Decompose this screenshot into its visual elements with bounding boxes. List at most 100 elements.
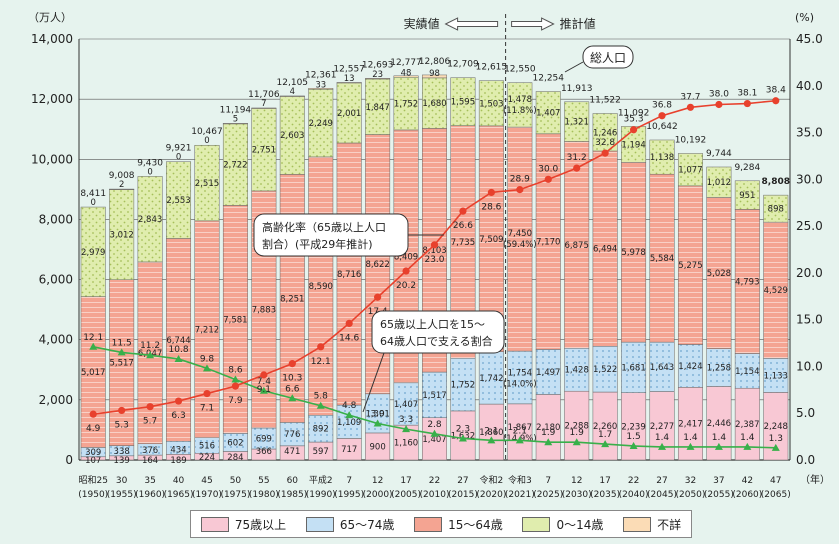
data-label-75plus: 164	[142, 456, 158, 466]
x-tick-label-year: (2060)	[732, 490, 762, 500]
bar-segment-0to14	[222, 123, 248, 206]
y-right-tick-label: 15.0	[796, 313, 823, 327]
data-label-0to14: 1,407	[536, 109, 560, 119]
support-ratio-marker	[89, 342, 98, 350]
data-label-75plus: 900	[370, 442, 386, 452]
support-ratio-marker	[146, 351, 155, 359]
legend-label-65to74: 65～74歳	[339, 517, 395, 532]
bar-segment-15to64	[649, 173, 675, 343]
data-label-15to64: 8,103	[422, 246, 446, 256]
bar-segment-65to74	[478, 351, 504, 405]
x-tick-label-era: 37	[713, 476, 724, 486]
bar-segment-75plus	[535, 394, 561, 461]
y-right-tick-label: 35.0	[796, 126, 823, 140]
aging-rate-label: 32.8	[595, 138, 615, 148]
data-label-65to74: 376	[142, 446, 158, 456]
data-label-0to14: 2,249	[309, 119, 333, 129]
data-label-75plus: 2,288	[565, 422, 589, 432]
bar-segment-15to64	[677, 185, 703, 345]
aging-rate-label: 7.9	[228, 396, 243, 406]
x-tick-label-era: 35	[144, 476, 155, 486]
data-label-0to14: 1,194	[621, 140, 645, 150]
bar-segment-unknown	[393, 75, 419, 78]
data-label-15to64: (59.4%)	[503, 240, 537, 250]
bar-segment-0to14	[478, 80, 504, 127]
support-ratio-label: 1.4	[655, 433, 670, 443]
data-label-15to64: 6,744	[166, 336, 190, 346]
aging-rate-marker	[544, 175, 552, 183]
aging-rate-marker	[715, 100, 723, 109]
data-label-0to14: 951	[739, 191, 755, 201]
bar-segment-unknown	[336, 82, 362, 84]
data-label-15to64: 8,716	[337, 270, 361, 280]
data-label-75plus: 2,446	[707, 419, 731, 429]
support-ratio-label: 10.8	[169, 345, 189, 355]
data-label-unknown: 7	[261, 99, 266, 109]
aging-rate-marker	[89, 410, 97, 418]
data-label-75plus: 597	[313, 447, 329, 457]
data-label-75plus: 107	[85, 456, 101, 466]
x-tick-label-era: 45	[201, 476, 212, 486]
data-label-65to74: 1,154	[735, 367, 759, 377]
total-label: 8,808	[762, 177, 790, 187]
data-label-15to64: 7,883	[252, 305, 276, 315]
aging-rate-label: 12.1	[311, 357, 331, 367]
x-tick-label-year: (1995)	[334, 490, 364, 500]
x-tick-label-era: 55	[258, 476, 269, 486]
aging-rate-marker	[203, 389, 211, 398]
bar-segment-15to64	[308, 156, 334, 416]
x-tick-label-year: (1985)	[277, 490, 307, 500]
x-tick-label-year: (2025)	[533, 490, 563, 500]
bar-segment-65to74	[706, 348, 732, 387]
support-ratio-label: 5.8	[314, 392, 329, 402]
y-right-tick-label: 20.0	[796, 266, 823, 280]
data-label-75plus: 2,180	[536, 423, 560, 433]
aging-rate-label: 5.7	[143, 417, 157, 427]
support-ratio-label: 2.1	[513, 426, 527, 436]
y-left-unit: （万人）	[28, 11, 72, 24]
aging-rate-marker	[686, 103, 695, 111]
bar-segment-65to74	[393, 382, 419, 426]
support-ratio-callout	[371, 310, 505, 354]
bar-segment-unknown	[365, 78, 391, 80]
bar-segment-65to74	[507, 350, 533, 405]
x-tick-label-era: 50	[230, 476, 242, 486]
bar-segment-65to74	[564, 348, 590, 392]
data-label-75plus: 1,407	[422, 435, 446, 445]
y-left-tick-label: 6,000	[39, 273, 73, 287]
data-label-0to14: 1,595	[451, 98, 475, 108]
data-label-65to74: 1,517	[422, 391, 446, 401]
total-label: 12,615	[476, 63, 508, 73]
data-label-15to64: 6,494	[593, 245, 617, 255]
bar-segment-0to14	[592, 113, 618, 152]
bar-segment-0to14	[535, 91, 561, 135]
data-label-15to64: 8,251	[280, 294, 304, 304]
x-tick-label-year: (1975)	[220, 490, 250, 500]
bar-segment-65to74	[592, 346, 618, 393]
bar-segment-0to14	[194, 144, 220, 222]
total-label: 12,254	[533, 74, 565, 84]
total-label: 11,194	[220, 105, 252, 115]
data-label-15to64: 7,509	[479, 235, 503, 245]
y-left-tick-label: 10,000	[31, 152, 73, 166]
actual-label: 実績値	[404, 16, 440, 31]
support-ratio-label: 1.4	[740, 433, 755, 443]
x-tick-label-era: 昭和25	[78, 475, 107, 486]
data-label-0to14: 2,722	[223, 160, 247, 170]
support-ratio-label: 1.7	[598, 430, 612, 440]
total-label: 11,522	[589, 96, 621, 106]
data-label-0to14: 2,979	[81, 248, 105, 258]
bar-segment-unknown	[422, 74, 447, 79]
legend-item-0to14: 0～14歳	[522, 516, 603, 533]
bar-segment-0to14	[279, 95, 305, 175]
support-ratio-marker	[288, 394, 297, 402]
data-label-65to74: 1,522	[593, 365, 617, 375]
aging-rate-marker	[516, 186, 524, 194]
bar-segment-15to64	[80, 296, 106, 448]
legend-item-15to64: 15～64歳	[414, 516, 503, 533]
bar-segment-75plus	[422, 417, 447, 461]
x-tick-label-era: 42	[742, 476, 753, 486]
x-tick-label-year: (2045)	[647, 490, 677, 500]
data-label-65to74: (14.0%)	[503, 379, 537, 389]
